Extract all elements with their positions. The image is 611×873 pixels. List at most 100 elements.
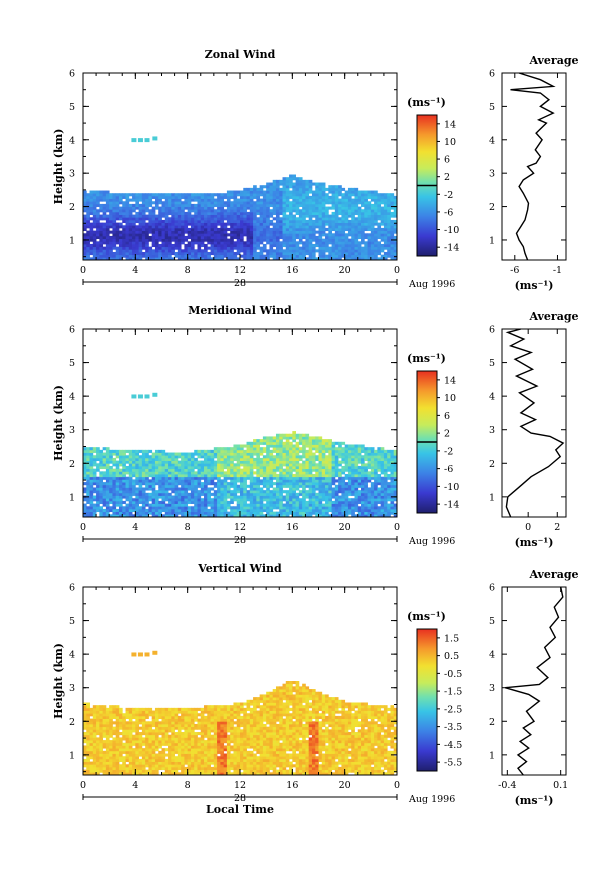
heatmap-cell [151, 479, 156, 483]
heatmap-cell [367, 449, 372, 453]
heatmap-cell [246, 455, 251, 459]
heatmap-cell [220, 449, 225, 453]
heatmap-cell [390, 506, 395, 510]
heatmap-cell [311, 498, 316, 502]
heatmap-cell [200, 211, 205, 215]
heatmap-cell [220, 471, 225, 475]
heatmap-cell [220, 498, 225, 502]
heatmap-cell [334, 246, 339, 250]
heatmap-cell [135, 257, 139, 261]
heatmap-cell [246, 506, 251, 510]
heatmap-cell [128, 227, 133, 232]
heatmap-cell [305, 441, 310, 445]
heatmap-cell [266, 447, 270, 451]
heatmap-cell [383, 254, 388, 258]
heatmap-cell [210, 449, 215, 453]
heatmap-cell [96, 193, 100, 197]
heatmap-cell [295, 185, 300, 189]
heatmap-cell [321, 254, 326, 258]
heatmap-cell [102, 241, 107, 245]
heatmap-cell [347, 460, 352, 464]
heatmap-cell [164, 506, 169, 510]
heatmap-cell [393, 460, 398, 464]
heatmap-cell [168, 225, 172, 229]
heatmap-cell [393, 219, 398, 223]
heatmap-cell [141, 193, 146, 197]
heatmap-cell [318, 249, 323, 253]
heatmap-cell [204, 195, 208, 199]
heatmap-cell [135, 195, 139, 199]
heatmap-cell [105, 468, 110, 472]
heatmap-cell [311, 254, 316, 258]
heatmap-cell [269, 195, 274, 199]
heatmap-cell [351, 190, 355, 194]
heatmap-cell [344, 452, 349, 456]
heatmap-cell [122, 193, 126, 197]
heatmap-cell [102, 455, 107, 459]
heatmap-cell [318, 476, 323, 480]
heatmap-cell [125, 198, 130, 202]
heatmap-cell [122, 254, 126, 258]
heatmap-cell [99, 246, 104, 250]
heatmap-cell [200, 460, 205, 464]
heatmap-cell [275, 249, 280, 253]
heatmap-cell [377, 222, 382, 226]
heatmap-cell [370, 198, 375, 202]
heatmap-cell [89, 511, 94, 515]
heatmap-cell [217, 484, 221, 488]
heatmap-cell [259, 203, 264, 207]
heatmap-cell [194, 195, 198, 199]
heatmap-cell [331, 474, 336, 478]
heatmap-cell [334, 498, 339, 502]
heatmap-cell [259, 503, 264, 507]
heatmap-cell [325, 471, 329, 475]
heatmap-cell [236, 449, 241, 453]
heatmap-cell [351, 465, 355, 470]
heatmap-cell [243, 219, 247, 223]
heatmap-cell [197, 206, 202, 210]
heatmap-cell [213, 219, 218, 223]
heatmap-cell [236, 487, 241, 491]
heatmap-cell [217, 214, 221, 218]
heatmap-cell [338, 482, 342, 486]
heatmap-cell [204, 455, 208, 459]
heatmap-cell [331, 444, 336, 448]
heatmap-cell [331, 238, 336, 242]
heatmap-cell [243, 209, 247, 213]
heatmap-cell [145, 463, 149, 467]
heatmap-cell [338, 455, 342, 459]
heatmap-cell [357, 217, 362, 221]
heatmap-cell [354, 492, 359, 496]
heatmap-cell [132, 490, 136, 494]
heatmap-cell [197, 198, 202, 202]
heatmap-cell [115, 246, 120, 250]
heatmap-cell [298, 463, 303, 467]
heatmap-cell [226, 476, 231, 480]
heatmap-cell [367, 214, 372, 218]
heatmap-cell [328, 503, 332, 507]
heatmap-cell [344, 460, 349, 464]
x-tick-label: 12 [234, 265, 246, 276]
heatmap-cell [262, 514, 267, 518]
heatmap-cell [321, 193, 326, 197]
heatmap-cell [204, 211, 208, 215]
heatmap-cell [161, 251, 166, 256]
heatmap-cell [354, 495, 359, 499]
heatmap-cell [141, 506, 146, 510]
heatmap-cell [289, 206, 293, 210]
heatmap-cell [259, 439, 264, 443]
heatmap-cell [295, 187, 300, 191]
heatmap-cell [197, 460, 202, 464]
heatmap-cell [217, 249, 221, 253]
heatmap-cell [148, 463, 153, 467]
heatmap-cell [275, 444, 280, 448]
heatmap-cell [223, 514, 228, 518]
heatmap-cell [168, 198, 172, 202]
heatmap-cell [285, 436, 290, 440]
heatmap-cell [374, 463, 378, 467]
heatmap-cell [302, 500, 306, 504]
heatmap-cell [262, 190, 267, 194]
heatmap-cell [92, 193, 97, 197]
heatmap-cell [383, 487, 388, 491]
heatmap-cell [354, 201, 359, 205]
